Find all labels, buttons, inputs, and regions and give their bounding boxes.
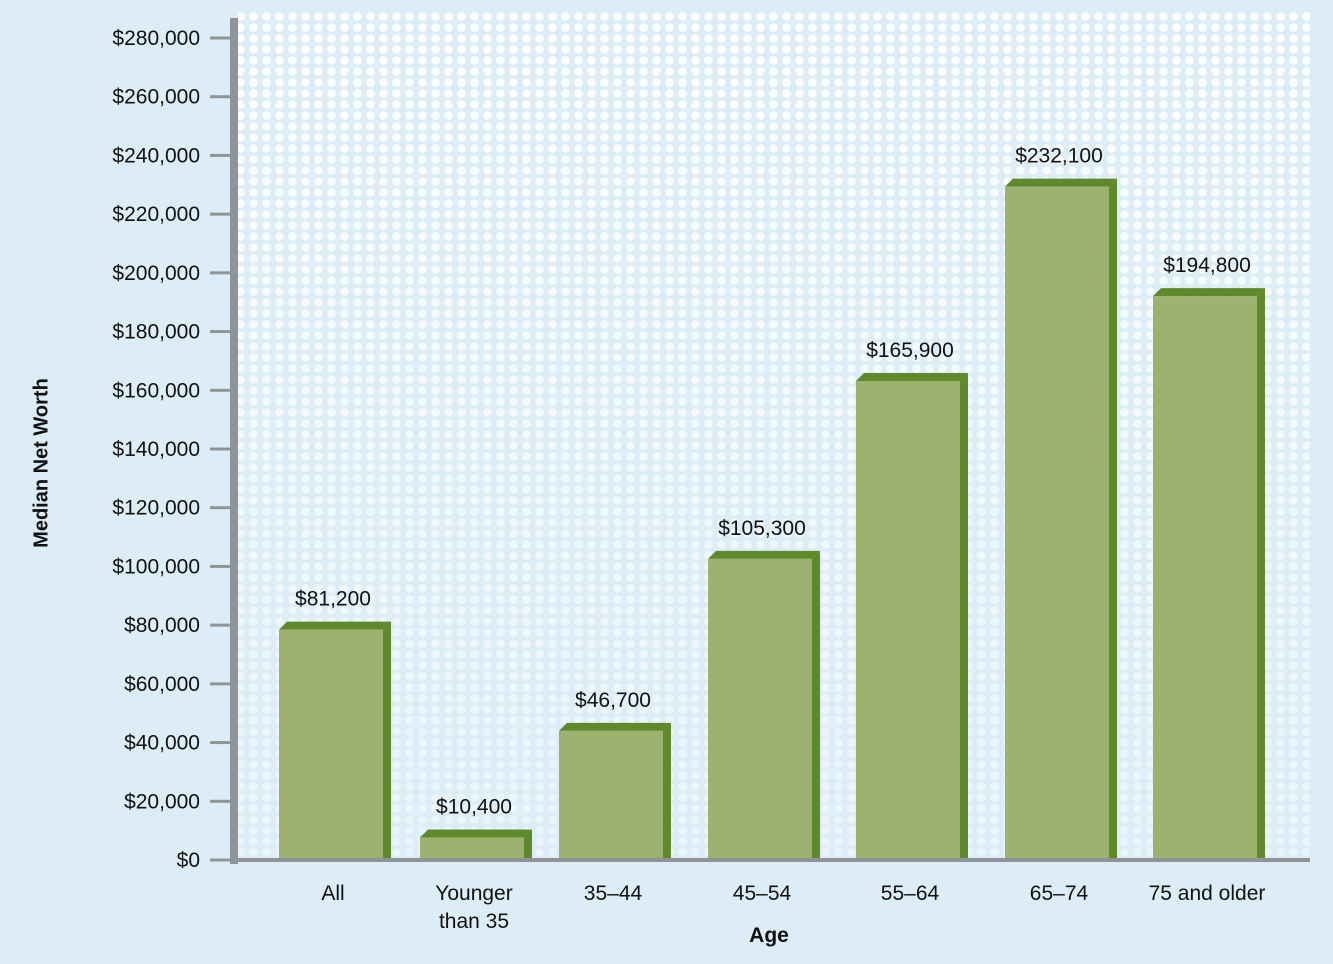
bar-side: [1257, 288, 1265, 860]
bar-side: [812, 550, 820, 860]
y-tick-label: $0: [177, 849, 200, 872]
y-tick-mark: [210, 564, 232, 568]
bar-top: [708, 550, 820, 559]
y-tick-label: $100,000: [112, 555, 200, 578]
y-tick-mark: [210, 95, 232, 99]
x-tick-label: 45–54: [733, 882, 792, 905]
y-tick-label: $120,000: [112, 497, 200, 520]
x-tick-label: Younger than 35: [435, 882, 512, 933]
y-tick-label: $280,000: [112, 27, 200, 50]
y-tick-mark: [210, 741, 232, 745]
bar-top: [1005, 178, 1117, 187]
bar-7: [1153, 288, 1265, 860]
x-tick-label: 35–44: [584, 882, 643, 905]
axes-group: [210, 18, 1310, 864]
bar-4: [708, 550, 820, 860]
value-labels: $81,200 $10,400 $46,700 $105,300 $165,900 $23…: [295, 145, 1251, 819]
x-tick-label: 55–64: [881, 882, 940, 905]
bar-2: [420, 829, 532, 860]
bar-face: [559, 730, 663, 860]
bar-side: [663, 722, 671, 860]
y-tick-mark: [210, 271, 232, 275]
y-tick-mark: [210, 153, 232, 157]
y-tick-label: $60,000: [124, 673, 200, 696]
x-tick-label-line: than 35: [439, 910, 509, 933]
y-tick-label: $240,000: [112, 144, 200, 167]
x-tick-label-line: All: [321, 882, 344, 905]
bar-top: [559, 722, 671, 731]
y-tick-label: $140,000: [112, 438, 200, 461]
bar-side: [383, 621, 391, 860]
y-tick-label: $180,000: [112, 321, 200, 344]
y-tick-label: $220,000: [112, 203, 200, 226]
y-tick-mark: [210, 858, 232, 862]
x-tick-label-line: 65–74: [1030, 882, 1089, 905]
bar-face: [420, 837, 524, 860]
y-tick-mark: [210, 799, 232, 803]
x-axis-label: Age: [749, 924, 789, 947]
y-tick-mark: [210, 447, 232, 451]
bar-face: [1005, 186, 1109, 860]
y-tick-mark: [210, 682, 232, 686]
y-tick-mark: [210, 388, 232, 392]
value-label: $105,300: [718, 517, 806, 540]
bar-top: [420, 829, 532, 838]
value-label: $81,200: [295, 588, 371, 611]
value-label: $10,400: [436, 795, 512, 818]
y-tick-mark: [210, 212, 232, 216]
bar-side: [1109, 178, 1117, 860]
value-label: $232,100: [1015, 145, 1103, 168]
bar-top: [1153, 288, 1265, 297]
x-tick-label-line: Younger: [435, 882, 512, 905]
x-axis-line: [230, 858, 1310, 862]
bar-side: [524, 829, 532, 860]
bars-group: [279, 178, 1265, 860]
y-tick-mark: [210, 36, 232, 40]
y-tick-label: $20,000: [124, 790, 200, 813]
bar-face: [708, 558, 812, 860]
x-tick-label-line: 75 and older: [1149, 882, 1266, 905]
value-label: $194,800: [1163, 254, 1251, 277]
x-tick-label: All: [321, 882, 344, 905]
y-tick-label: $40,000: [124, 732, 200, 755]
bar-1: [279, 621, 391, 860]
x-tick-label: 65–74: [1030, 882, 1089, 905]
bar-side: [960, 372, 968, 860]
x-tick-label-line: 35–44: [584, 882, 643, 905]
y-tick-mark: [210, 330, 232, 334]
x-tick-label: 75 and older: [1149, 882, 1266, 905]
value-label: $165,900: [866, 339, 954, 362]
y-tick-label: $160,000: [112, 379, 200, 402]
y-axis-line: [230, 18, 238, 864]
x-tick-labels: All Younger than 35 35–44 45–54 55–64 65–74 75 …: [321, 882, 1265, 933]
bar-6: [1005, 178, 1117, 860]
y-tick-label: $80,000: [124, 614, 200, 637]
y-tick-mark: [210, 623, 232, 627]
bar-5: [856, 372, 968, 860]
y-tick-mark: [210, 506, 232, 510]
bar-face: [1153, 296, 1257, 860]
x-tick-label-line: 45–54: [733, 882, 792, 905]
x-tick-label-line: 55–64: [881, 882, 940, 905]
bar-3: [559, 722, 671, 860]
bar-top: [279, 621, 391, 630]
bar-face: [279, 629, 383, 860]
y-axis-label: Median Net Worth: [30, 378, 53, 548]
bar-face: [856, 380, 960, 860]
y-tick-label: $200,000: [112, 262, 200, 285]
y-tick-label: $260,000: [112, 86, 200, 109]
value-label: $46,700: [575, 689, 651, 712]
bar-top: [856, 372, 968, 381]
y-tick-labels: $0 $20,000 $40,000 $60,000 $80,000 $100,000 $1…: [112, 27, 200, 872]
